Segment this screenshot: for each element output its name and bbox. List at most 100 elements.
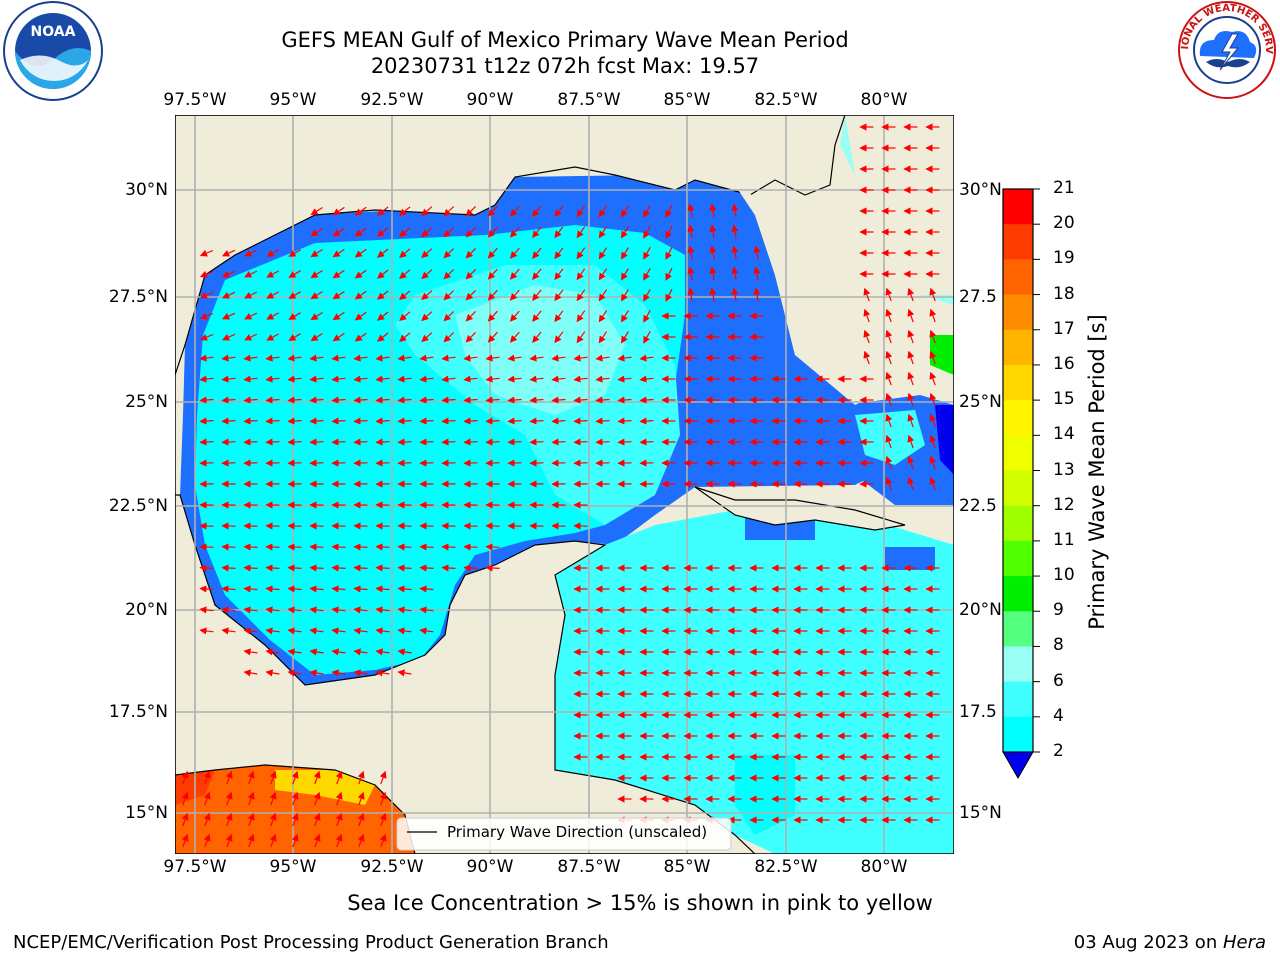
wave-arrow: [332, 311, 345, 321]
wave-arrow: [225, 833, 233, 848]
wave-arrow: [529, 375, 544, 383]
wave-arrow: [243, 396, 258, 404]
lon-tick-top: 87.5°W: [557, 90, 621, 110]
wave-arrow: [375, 648, 390, 656]
wave-arrow: [576, 247, 586, 260]
lat-tick-left: 30°N: [125, 180, 168, 200]
wave-arrow: [354, 290, 367, 300]
wave-arrow: [573, 417, 588, 425]
wave-arrow: [617, 396, 632, 404]
wave-arrow: [509, 247, 520, 259]
wave-arrow: [419, 606, 434, 614]
colorbar-segment: [1003, 646, 1033, 683]
wave-arrow: [199, 564, 214, 572]
colorbar-segment: [1003, 400, 1033, 436]
wave-arrow: [397, 585, 412, 593]
wave-arrow: [639, 375, 654, 383]
wave-arrow: [309, 543, 324, 551]
wave-arrow: [465, 310, 477, 322]
wave-arrow: [399, 290, 411, 300]
wave-arrow: [551, 354, 566, 362]
wave-arrow: [643, 289, 651, 302]
colorbar-tick-label: 21: [1053, 178, 1075, 198]
wave-arrow: [576, 205, 586, 218]
wave-arrow: [620, 310, 629, 323]
wave-arrow: [421, 311, 433, 322]
wave-arrow: [598, 205, 608, 218]
wave-arrow: [243, 606, 258, 614]
wave-arrow: [509, 310, 520, 322]
wave-arrow: [199, 543, 214, 551]
wave-arrow: [639, 354, 654, 362]
wave-arrow: [222, 270, 236, 278]
wave-arrow: [376, 227, 389, 237]
wave-arrow: [463, 375, 478, 383]
wave-arrow: [463, 543, 478, 551]
wave-arrow: [199, 291, 214, 299]
lon-tick-bottom: 80°W: [860, 857, 908, 877]
wave-arrow: [397, 375, 412, 383]
wave-arrow: [310, 290, 323, 300]
colorbar-segment: [1003, 329, 1033, 366]
wave-arrow: [266, 249, 279, 257]
wave-arrow: [353, 648, 368, 656]
wave-arrow: [313, 791, 321, 806]
wave-arrow: [221, 375, 236, 383]
wave-arrow: [507, 417, 522, 425]
colorbar-segment: [1003, 435, 1033, 471]
wave-arrow: [397, 648, 412, 656]
wave-arrow: [421, 269, 433, 280]
wave-arrow: [291, 770, 299, 785]
wave-arrow: [907, 371, 915, 386]
colorbar-segment: [1003, 576, 1033, 612]
colorbar-tick-label: 4: [1053, 705, 1064, 726]
lon-tick-top: 85°W: [663, 90, 711, 110]
colorbar-tick-label: 9: [1053, 600, 1064, 621]
wave-arrow: [753, 245, 761, 260]
wave-arrow: [419, 585, 434, 593]
wave-arrow: [309, 354, 324, 362]
wave-arrow: [485, 438, 500, 446]
wave-arrow: [313, 770, 321, 785]
wave-arrow: [243, 585, 258, 593]
wave-arrow: [598, 226, 608, 239]
wave-arrow: [620, 268, 629, 281]
wave-arrow: [397, 606, 412, 614]
wave-arrow: [753, 266, 761, 281]
wave-arrow: [485, 354, 500, 362]
wave-arrow: [529, 438, 544, 446]
wave-arrow: [266, 291, 279, 299]
wave-arrow: [291, 833, 299, 848]
wave-arrow: [310, 269, 323, 279]
wave-arrow: [399, 311, 411, 321]
colorbar-segment: [1003, 189, 1033, 225]
wave-arrow: [244, 291, 258, 299]
wave-arrow: [487, 331, 498, 343]
wave-arrow: [265, 564, 280, 572]
wave-arrow: [465, 268, 477, 280]
colorbar-tick-label: 12: [1053, 494, 1075, 515]
wave-arrow: [598, 268, 608, 281]
wave-arrow: [247, 791, 255, 806]
colorbar-segment: [1003, 470, 1033, 507]
lat-tick-right: 30°N: [959, 180, 1002, 200]
colorbar-tick-label: 19: [1053, 248, 1075, 269]
wave-arrow: [907, 308, 915, 323]
wave-arrow: [287, 606, 302, 614]
wave-arrow: [221, 585, 236, 593]
wave-arrow: [379, 833, 387, 848]
wave-arrow: [243, 354, 258, 362]
wave-arrow: [265, 438, 280, 446]
wave-arrow: [353, 669, 368, 677]
wave-arrow: [441, 417, 456, 425]
colorbar-label: Primary Wave Mean Period [s]: [1085, 314, 1109, 630]
wave-arrow: [199, 585, 214, 593]
colorbar-tick-label: 10: [1053, 565, 1075, 586]
wave-arrow: [309, 417, 324, 425]
wave-arrow: [243, 543, 258, 551]
wave-arrow: [595, 417, 610, 425]
wave-arrow: [929, 287, 937, 302]
wave-arrow: [709, 224, 717, 239]
wave-arrow: [181, 833, 189, 848]
wave-arrow: [419, 543, 434, 551]
